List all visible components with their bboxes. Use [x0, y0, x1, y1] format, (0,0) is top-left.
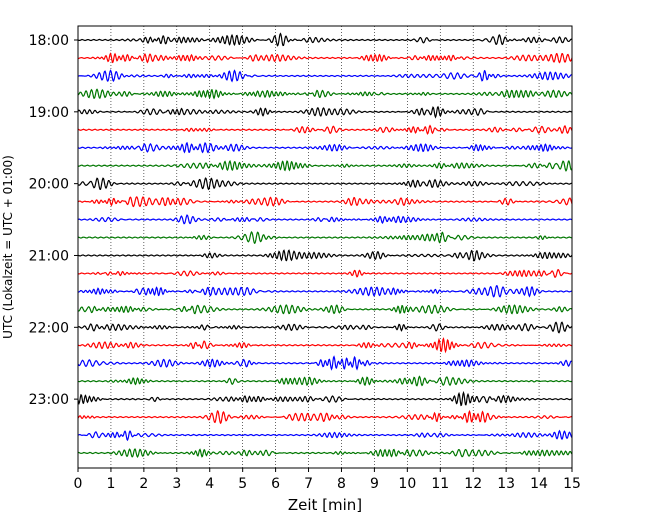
seismogram-trace	[77, 124, 573, 135]
x-tick-label: 11	[431, 476, 449, 492]
seismogram-trace	[77, 249, 573, 262]
x-tick-label: 7	[304, 476, 313, 492]
x-tick-label: 2	[139, 476, 148, 492]
seismogram-trace	[77, 337, 573, 354]
seismogram-trace	[77, 159, 573, 172]
seismogram-trace	[77, 196, 573, 208]
x-tick-label: 0	[74, 476, 83, 492]
seismogram-trace	[77, 429, 573, 442]
seismogram-trace	[77, 177, 573, 191]
y-tick-label: 19:00	[29, 105, 69, 121]
seismogram-trace	[77, 409, 573, 425]
y-axis-label: UTC (Lokalzeit = UTC + 01:00)	[1, 155, 15, 339]
x-tick-label: 8	[337, 476, 346, 492]
seismogram-trace	[77, 214, 573, 225]
seismogram-trace	[77, 321, 573, 334]
y-axis-ticks: 18:00 19:00 20:00 21:00 22:00 23:00	[29, 33, 78, 408]
seismogram-trace	[77, 375, 573, 387]
seismogram-trace	[77, 231, 573, 245]
seismogram-trace	[77, 105, 573, 119]
x-tick-label: 1	[106, 476, 115, 492]
x-tick-label: 13	[497, 476, 515, 492]
x-tick-label: 5	[238, 476, 247, 492]
seismogram-trace	[77, 69, 573, 83]
seismogram-trace	[77, 304, 573, 315]
seismogram-trace	[77, 88, 573, 100]
seismogram-trace	[77, 52, 573, 64]
x-tick-label: 6	[271, 476, 280, 492]
y-tick-label: 23:00	[29, 392, 69, 408]
seismogram-trace	[77, 32, 573, 47]
x-axis-label: Zeit [min]	[288, 496, 362, 514]
y-tick-label: 21:00	[29, 248, 69, 264]
x-tick-label: 3	[172, 476, 181, 492]
x-tick-label: 9	[370, 476, 379, 492]
seismogram-traces	[77, 32, 573, 459]
seismogram-trace	[77, 390, 573, 407]
seismogram-trace	[77, 141, 573, 154]
plot-frame	[77, 25, 573, 469]
x-tick-label: 14	[530, 476, 548, 492]
x-tick-label: 10	[398, 476, 416, 492]
x-tick-label: 12	[464, 476, 482, 492]
y-tick-label: 20:00	[29, 177, 69, 193]
x-tick-label: 15	[563, 476, 581, 492]
seismogram-trace	[77, 269, 573, 278]
seismogram-trace	[77, 448, 573, 459]
y-tick-label: 18:00	[29, 33, 69, 49]
x-tick-label: 4	[205, 476, 214, 492]
seismogram-trace	[77, 285, 572, 298]
x-axis-ticks: 0 1 2 3 4 5 6 7 8 9 10 11 12 13 14 15	[74, 468, 581, 492]
seismogram-trace	[77, 355, 573, 371]
y-tick-label: 22:00	[29, 320, 69, 336]
